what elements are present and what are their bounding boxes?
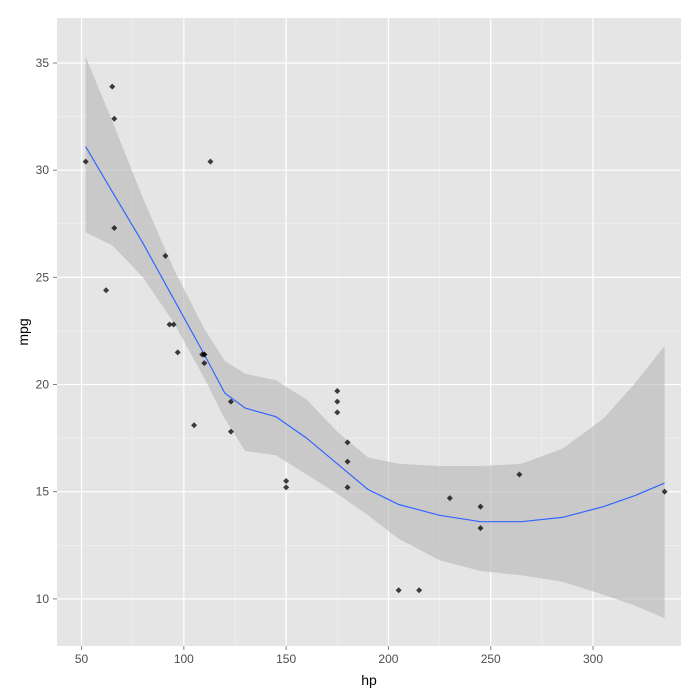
- y-axis-title: mpg: [15, 318, 31, 345]
- confidence-band: [85, 56, 665, 619]
- x-tick-label: 200: [378, 652, 398, 666]
- data-point: [334, 398, 341, 405]
- data-point: [227, 428, 234, 435]
- x-tick-label: 100: [174, 652, 194, 666]
- data-point: [111, 115, 118, 122]
- data-point: [201, 360, 208, 367]
- smooth-line: [85, 146, 665, 523]
- data-points: [82, 83, 668, 594]
- y-axis: 10 15 20 25 30 35: [36, 56, 57, 606]
- y-tick-label: 30: [36, 163, 50, 177]
- x-tick-label: 50: [75, 652, 89, 666]
- data-point: [111, 225, 118, 232]
- data-point: [395, 587, 402, 594]
- x-tick-label: 250: [481, 652, 501, 666]
- data-point: [283, 477, 290, 484]
- data-point: [162, 252, 169, 259]
- y-tick-label: 25: [36, 270, 50, 284]
- x-axis: 50 100 150 200 250 300: [75, 646, 603, 666]
- data-point: [344, 484, 351, 491]
- x-tick-label: 300: [583, 652, 603, 666]
- y-tick-label: 20: [36, 378, 50, 392]
- data-point: [109, 83, 116, 90]
- data-point: [283, 484, 290, 491]
- y-tick-label: 35: [36, 56, 50, 70]
- data-point: [334, 409, 341, 416]
- data-point: [191, 422, 198, 429]
- data-point: [170, 321, 177, 328]
- data-point: [344, 439, 351, 446]
- data-point: [477, 503, 484, 510]
- x-axis-title: hp: [361, 672, 377, 688]
- x-tick-label: 150: [276, 652, 296, 666]
- y-tick-label: 15: [36, 485, 50, 499]
- data-point: [207, 158, 214, 165]
- data-point: [661, 488, 668, 495]
- data-point: [344, 458, 351, 465]
- data-point: [82, 158, 89, 165]
- data-point: [103, 287, 110, 294]
- data-point: [174, 349, 181, 356]
- grid-major: [57, 18, 681, 646]
- data-point: [446, 495, 453, 502]
- data-point: [166, 321, 173, 328]
- data-point: [199, 351, 206, 358]
- y-tick-label: 10: [36, 592, 50, 606]
- data-point: [416, 587, 423, 594]
- data-point: [227, 398, 234, 405]
- data-point: [477, 525, 484, 532]
- data-point: [516, 471, 523, 478]
- data-point: [334, 387, 341, 394]
